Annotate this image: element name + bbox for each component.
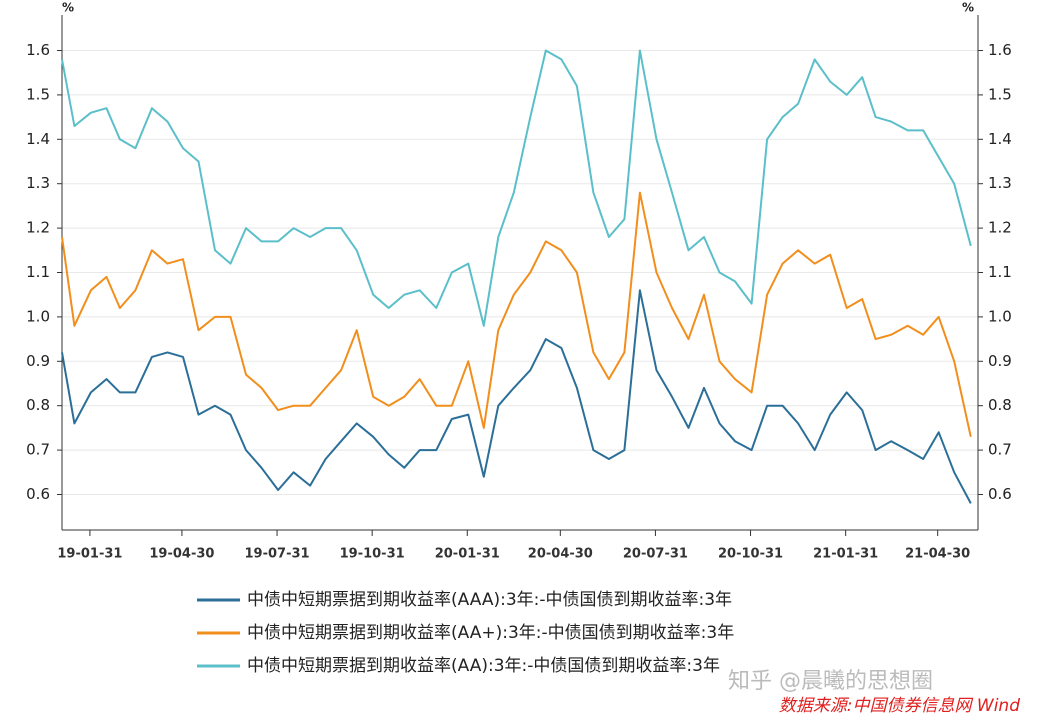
x-tick-label: 20-07-31 bbox=[623, 547, 688, 562]
y2-tick-label: 0.6 bbox=[988, 485, 1012, 503]
y-tick-label: 1.1 bbox=[26, 263, 50, 281]
y-tick-label: 0.9 bbox=[26, 352, 50, 370]
y-tick-label: 0.7 bbox=[26, 441, 50, 459]
y2-tick-label: 1.2 bbox=[988, 219, 1012, 237]
legend-label: 中债中短期票据到期收益率(AA+):3年:-中债国债到期收益率:3年 bbox=[247, 623, 734, 643]
y2-tick-label: 1.0 bbox=[988, 307, 1012, 325]
y-tick-label: 1.2 bbox=[26, 219, 50, 237]
y-tick-label: 0.6 bbox=[26, 485, 50, 503]
series-line bbox=[61, 49, 972, 327]
y2-tick-label: 1.3 bbox=[988, 174, 1012, 192]
series-line bbox=[61, 289, 972, 504]
x-tick-label: 20-10-31 bbox=[718, 547, 783, 562]
y-tick-label: 1.4 bbox=[26, 130, 50, 148]
x-tick-label: 21-04-30 bbox=[905, 547, 970, 562]
y2-tick-label: 1.6 bbox=[988, 41, 1012, 59]
y2-tick-label: 1.5 bbox=[988, 85, 1012, 103]
x-tick-label: 21-01-31 bbox=[813, 547, 878, 562]
y2-tick-label: 0.9 bbox=[988, 352, 1012, 370]
series-line bbox=[61, 191, 972, 438]
y-tick-label: 1.6 bbox=[26, 41, 50, 59]
x-tick-label: 20-04-30 bbox=[528, 547, 593, 562]
y2-tick-label: 0.7 bbox=[988, 441, 1012, 459]
y2-tick-label: 0.8 bbox=[988, 396, 1012, 414]
legend-label: 中债中短期票据到期收益率(AAA):3年:-中债国债到期收益率:3年 bbox=[247, 590, 732, 610]
watermark: 知乎 @晨曦的思想圈 bbox=[728, 669, 933, 694]
y-tick-label: 0.8 bbox=[26, 396, 50, 414]
x-tick-label: 19-07-31 bbox=[245, 547, 310, 562]
y2-tick-label: 1.1 bbox=[988, 263, 1012, 281]
x-tick-label: 19-01-31 bbox=[57, 547, 122, 562]
y2-tick-label: 1.4 bbox=[988, 130, 1012, 148]
legend-label: 中债中短期票据到期收益率(AA):3年:-中债国债到期收益率:3年 bbox=[247, 656, 720, 676]
source: 数据来源:中国债券信息网 Wind bbox=[779, 696, 1020, 716]
x-tick-label: 19-04-30 bbox=[149, 547, 214, 562]
y-unit: % bbox=[62, 1, 74, 15]
x-tick-label: 20-01-31 bbox=[435, 547, 500, 562]
x-tick-label: 19-10-31 bbox=[340, 547, 405, 562]
y-tick-label: 1.3 bbox=[26, 174, 50, 192]
y-tick-label: 1.5 bbox=[26, 85, 50, 103]
y2-unit: % bbox=[962, 1, 974, 15]
y-tick-label: 1.0 bbox=[26, 307, 50, 325]
